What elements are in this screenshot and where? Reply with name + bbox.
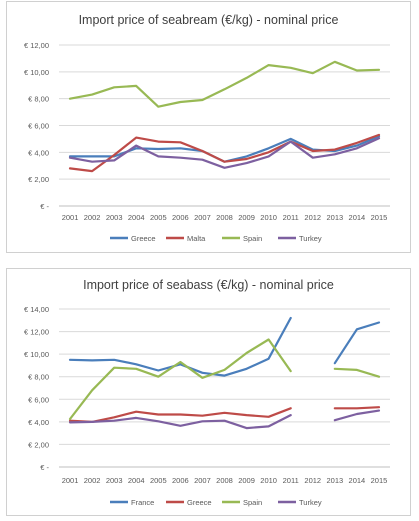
series-line-greece	[68, 407, 292, 423]
x-tick-label: 2002	[84, 213, 101, 222]
seabream-chart-plot: € - € 2,00 € 4,00 € 6,00 € 8,00 € 10,00 € 12,0…	[24, 41, 390, 243]
series-line-france	[333, 321, 381, 365]
x-tick-label: 2003	[106, 213, 123, 222]
series-line-malta	[68, 133, 381, 173]
x-tick-label: 2006	[172, 476, 189, 485]
y-tick-label: € 4,00	[28, 148, 49, 157]
x-tick-label: 2006	[172, 213, 189, 222]
x-tick-label: 2013	[326, 213, 343, 222]
x-tick-label: 2001	[62, 213, 79, 222]
x-tick-label: 2012	[304, 476, 321, 485]
x-tick-label: 2009	[238, 476, 255, 485]
series-line-turkey	[333, 409, 381, 422]
x-tick-label: 2005	[150, 476, 167, 485]
x-tick-label: 2011	[283, 213, 299, 222]
y-tick-label: € 6,00	[28, 395, 49, 404]
x-tick-label: 2008	[216, 476, 233, 485]
y-tick-label: € 10,00	[24, 350, 49, 359]
x-tick-label: 2005	[150, 213, 167, 222]
y-tick-label: € 6,00	[28, 122, 49, 131]
x-tick-label: 2015	[371, 213, 388, 222]
x-tick-label: 2002	[84, 476, 101, 485]
y-tick-label: € 8,00	[28, 95, 49, 104]
legend-label: Spain	[243, 498, 262, 507]
y-tick-label: € 12,00	[24, 328, 49, 337]
y-tick-label: € 14,00	[24, 305, 49, 314]
legend-label: Turkey	[299, 498, 322, 507]
x-tick-label: 2007	[194, 476, 211, 485]
x-tick-label: 2015	[371, 476, 388, 485]
y-tick-label: € 12,00	[24, 41, 49, 50]
y-tick-label: € -	[40, 463, 49, 472]
seabass-chart-panel: Import price of seabass (€/kg) - nominal…	[6, 268, 411, 516]
y-tick-label: € 4,00	[28, 418, 49, 427]
x-tick-label: 2001	[62, 476, 79, 485]
x-tick-label: 2010	[260, 476, 277, 485]
series-line-france	[68, 316, 292, 377]
chart-title: Import price of seabass (€/kg) - nominal…	[83, 278, 334, 292]
series-line-spain	[68, 338, 292, 421]
series-line-turkey	[68, 137, 381, 169]
y-tick-label: € 2,00	[28, 175, 49, 184]
legend-label: Greece	[131, 234, 156, 243]
x-tick-label: 2003	[106, 476, 123, 485]
x-tick-label: 2013	[326, 476, 343, 485]
y-tick-label: € 2,00	[28, 440, 49, 449]
series-line-spain	[333, 367, 381, 378]
x-tick-label: 2008	[216, 213, 233, 222]
x-tick-label: 2009	[238, 213, 255, 222]
seabass-chart-plot: € - € 2,00 € 4,00 € 6,00 € 8,00 € 10,00 € 12,0…	[24, 305, 390, 507]
legend-label: Spain	[243, 234, 262, 243]
x-tick-label: 2011	[283, 476, 299, 485]
series-line-turkey	[68, 414, 292, 430]
x-tick-label: 2004	[128, 213, 145, 222]
x-tick-label: 2012	[304, 213, 321, 222]
series-line-greece	[333, 406, 381, 410]
x-tick-label: 2007	[194, 213, 211, 222]
x-tick-label: 2010	[260, 213, 277, 222]
legend-label: Turkey	[299, 234, 322, 243]
x-tick-label: 2014	[349, 213, 366, 222]
y-tick-label: € 8,00	[28, 373, 49, 382]
legend-label: Malta	[187, 234, 206, 243]
seabream-chart-panel: Import price of seabream (€/kg) - nomina…	[6, 1, 411, 253]
chart-title: Import price of seabream (€/kg) - nomina…	[78, 13, 339, 27]
x-tick-label: 2004	[128, 476, 145, 485]
legend-label: France	[131, 498, 154, 507]
x-tick-label: 2014	[349, 476, 366, 485]
y-tick-label: € -	[40, 202, 49, 211]
series-line-spain	[68, 60, 381, 108]
y-tick-label: € 10,00	[24, 68, 49, 77]
legend-label: Greece	[187, 498, 212, 507]
